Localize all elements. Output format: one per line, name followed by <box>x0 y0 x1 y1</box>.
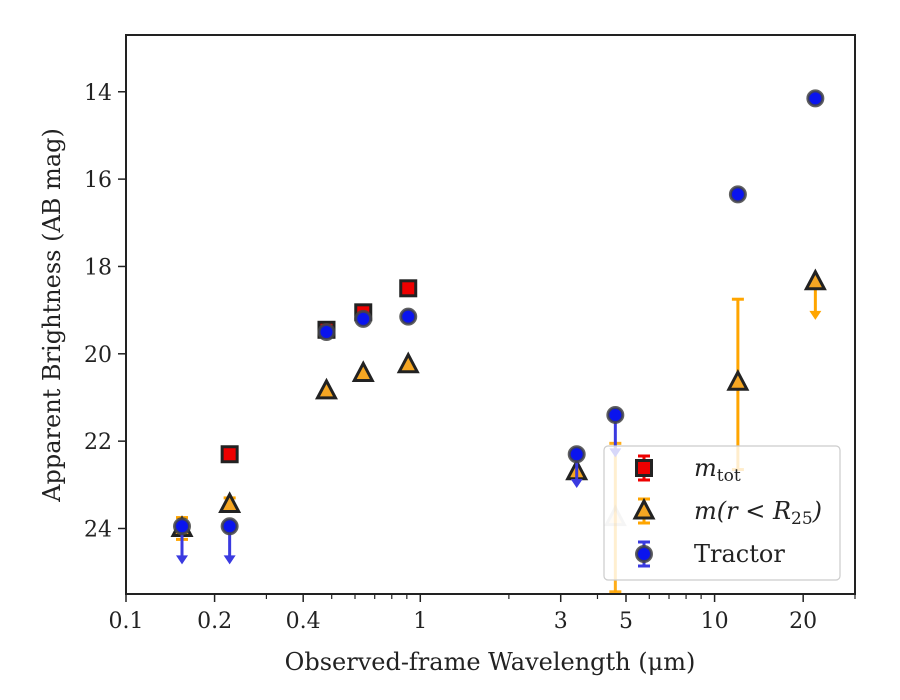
legend-marker <box>632 497 656 520</box>
data-point <box>399 307 418 326</box>
data-point <box>218 491 242 513</box>
x-tick-label: 10 <box>701 609 729 634</box>
data-point <box>173 517 192 536</box>
data-point <box>220 517 239 536</box>
legend-marker <box>635 545 653 563</box>
data-point <box>728 185 747 204</box>
x-tick-label: 0.2 <box>197 609 232 634</box>
x-tick-label: 3 <box>554 609 568 634</box>
legend-box <box>603 445 841 581</box>
legend-label: mtot <box>694 454 741 486</box>
data-point <box>220 445 239 464</box>
data-point <box>806 89 825 108</box>
y-tick-label: 14 <box>84 81 112 106</box>
x-tick-label: 20 <box>789 609 817 634</box>
y-axis-label: Apparent Brightness (AB mag) <box>38 128 66 503</box>
data-point <box>354 309 373 328</box>
axes: 0.1 0.2 0.4 1 3 5 10 20 14 16 18 20 22 24 <box>84 34 856 634</box>
x-tick-label: 1 <box>413 609 427 634</box>
y-axis-ticks: 14 16 18 20 22 24 <box>84 81 126 542</box>
upper-limit-arrow <box>570 479 583 489</box>
x-axis-ticks: 0.1 0.2 0.4 1 3 5 10 20 <box>109 594 856 634</box>
data-point <box>606 405 625 424</box>
data-point <box>567 445 586 464</box>
data-point <box>399 279 418 298</box>
data-point <box>314 377 338 400</box>
plot-frame <box>125 34 856 595</box>
legend-label: m(r < R25) <box>694 497 822 529</box>
x-tick-label: 0.1 <box>109 609 144 634</box>
legend: mtot m(r < R25) Tractor <box>603 445 841 581</box>
legend-label: Tractor <box>694 540 785 568</box>
x-axis-label: Observed-frame Wavelength (μm) <box>285 648 696 676</box>
y-tick-label: 22 <box>84 430 112 455</box>
upper-limit-arrow <box>176 555 189 565</box>
data-point <box>396 351 420 374</box>
y-tick-label: 24 <box>84 517 112 542</box>
upper-limit-arrow <box>809 310 822 320</box>
series-square <box>220 279 418 464</box>
x-tick-label: 0.4 <box>286 609 321 634</box>
y-tick-label: 20 <box>84 343 112 368</box>
upper-limit-arrow <box>223 555 236 565</box>
x-tick-label: 5 <box>619 609 633 634</box>
series-circle <box>173 89 825 565</box>
legend-marker <box>635 459 653 477</box>
y-tick-label: 16 <box>84 168 112 193</box>
data-point <box>803 268 827 291</box>
data-point <box>726 368 750 391</box>
data-point <box>351 360 375 382</box>
y-tick-label: 18 <box>84 255 112 280</box>
data-point <box>317 322 336 341</box>
